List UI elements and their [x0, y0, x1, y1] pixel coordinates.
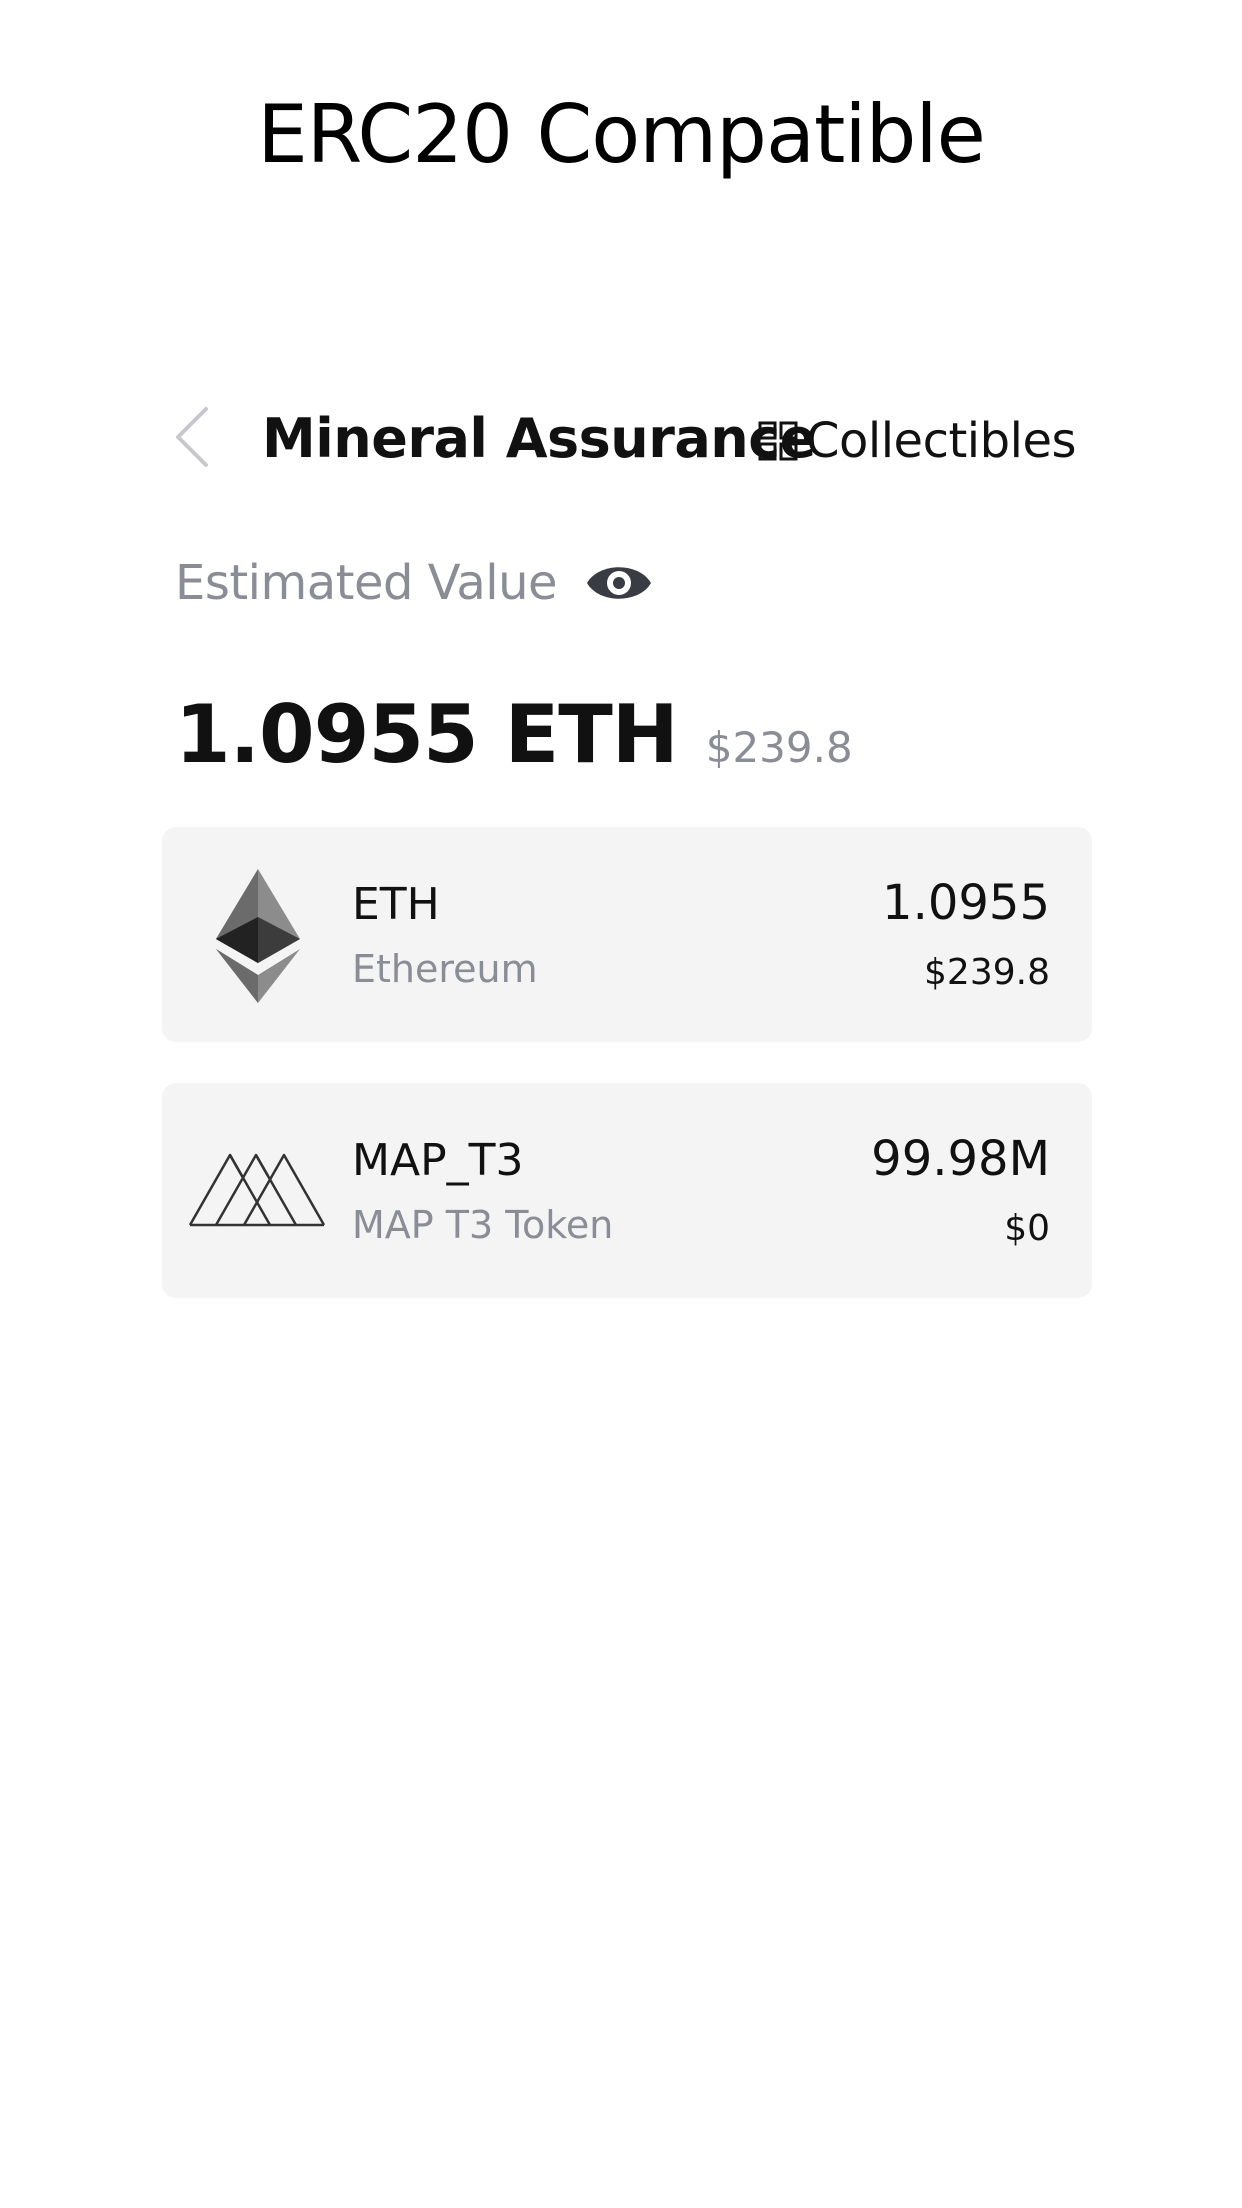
wallet-header: Mineral Assurance Collectibles: [160, 395, 1080, 485]
estimated-value-label: Estimated Value: [175, 555, 558, 611]
total-fiat-value: $239.8: [705, 723, 853, 772]
chevron-left-icon[interactable]: [170, 405, 214, 469]
collectibles-label: Collectibles: [806, 413, 1076, 469]
map-token-logo-icon: [188, 1153, 326, 1227]
token-balance: 1.0955: [882, 875, 1050, 931]
total-amount: 1.0955 ETH: [175, 688, 679, 781]
token-balance: 99.98M: [871, 1131, 1050, 1187]
promo-title: ERC20 Compatible: [257, 88, 986, 181]
wallet-name: Mineral Assurance: [262, 407, 816, 470]
token-fiat-value: $239.8: [924, 952, 1050, 993]
total-balance: 1.0955 ETH $239.8: [175, 688, 853, 781]
token-name: Ethereum: [352, 947, 538, 991]
token-symbol: ETH: [352, 879, 440, 930]
collectibles-button[interactable]: Collectibles: [758, 413, 1076, 469]
token-row-eth[interactable]: ETH Ethereum 1.0955 $239.8: [162, 827, 1092, 1042]
grid-icon: [758, 421, 798, 461]
token-name: MAP T3 Token: [352, 1203, 614, 1247]
token-row-map-t3[interactable]: MAP_T3 MAP T3 Token 99.98M $0: [162, 1083, 1092, 1298]
ethereum-logo-icon: [216, 869, 300, 1003]
estimated-value-row: Estimated Value: [175, 555, 653, 611]
token-symbol: MAP_T3: [352, 1135, 524, 1186]
eye-icon[interactable]: [585, 558, 653, 608]
token-fiat-value: $0: [1004, 1208, 1050, 1249]
